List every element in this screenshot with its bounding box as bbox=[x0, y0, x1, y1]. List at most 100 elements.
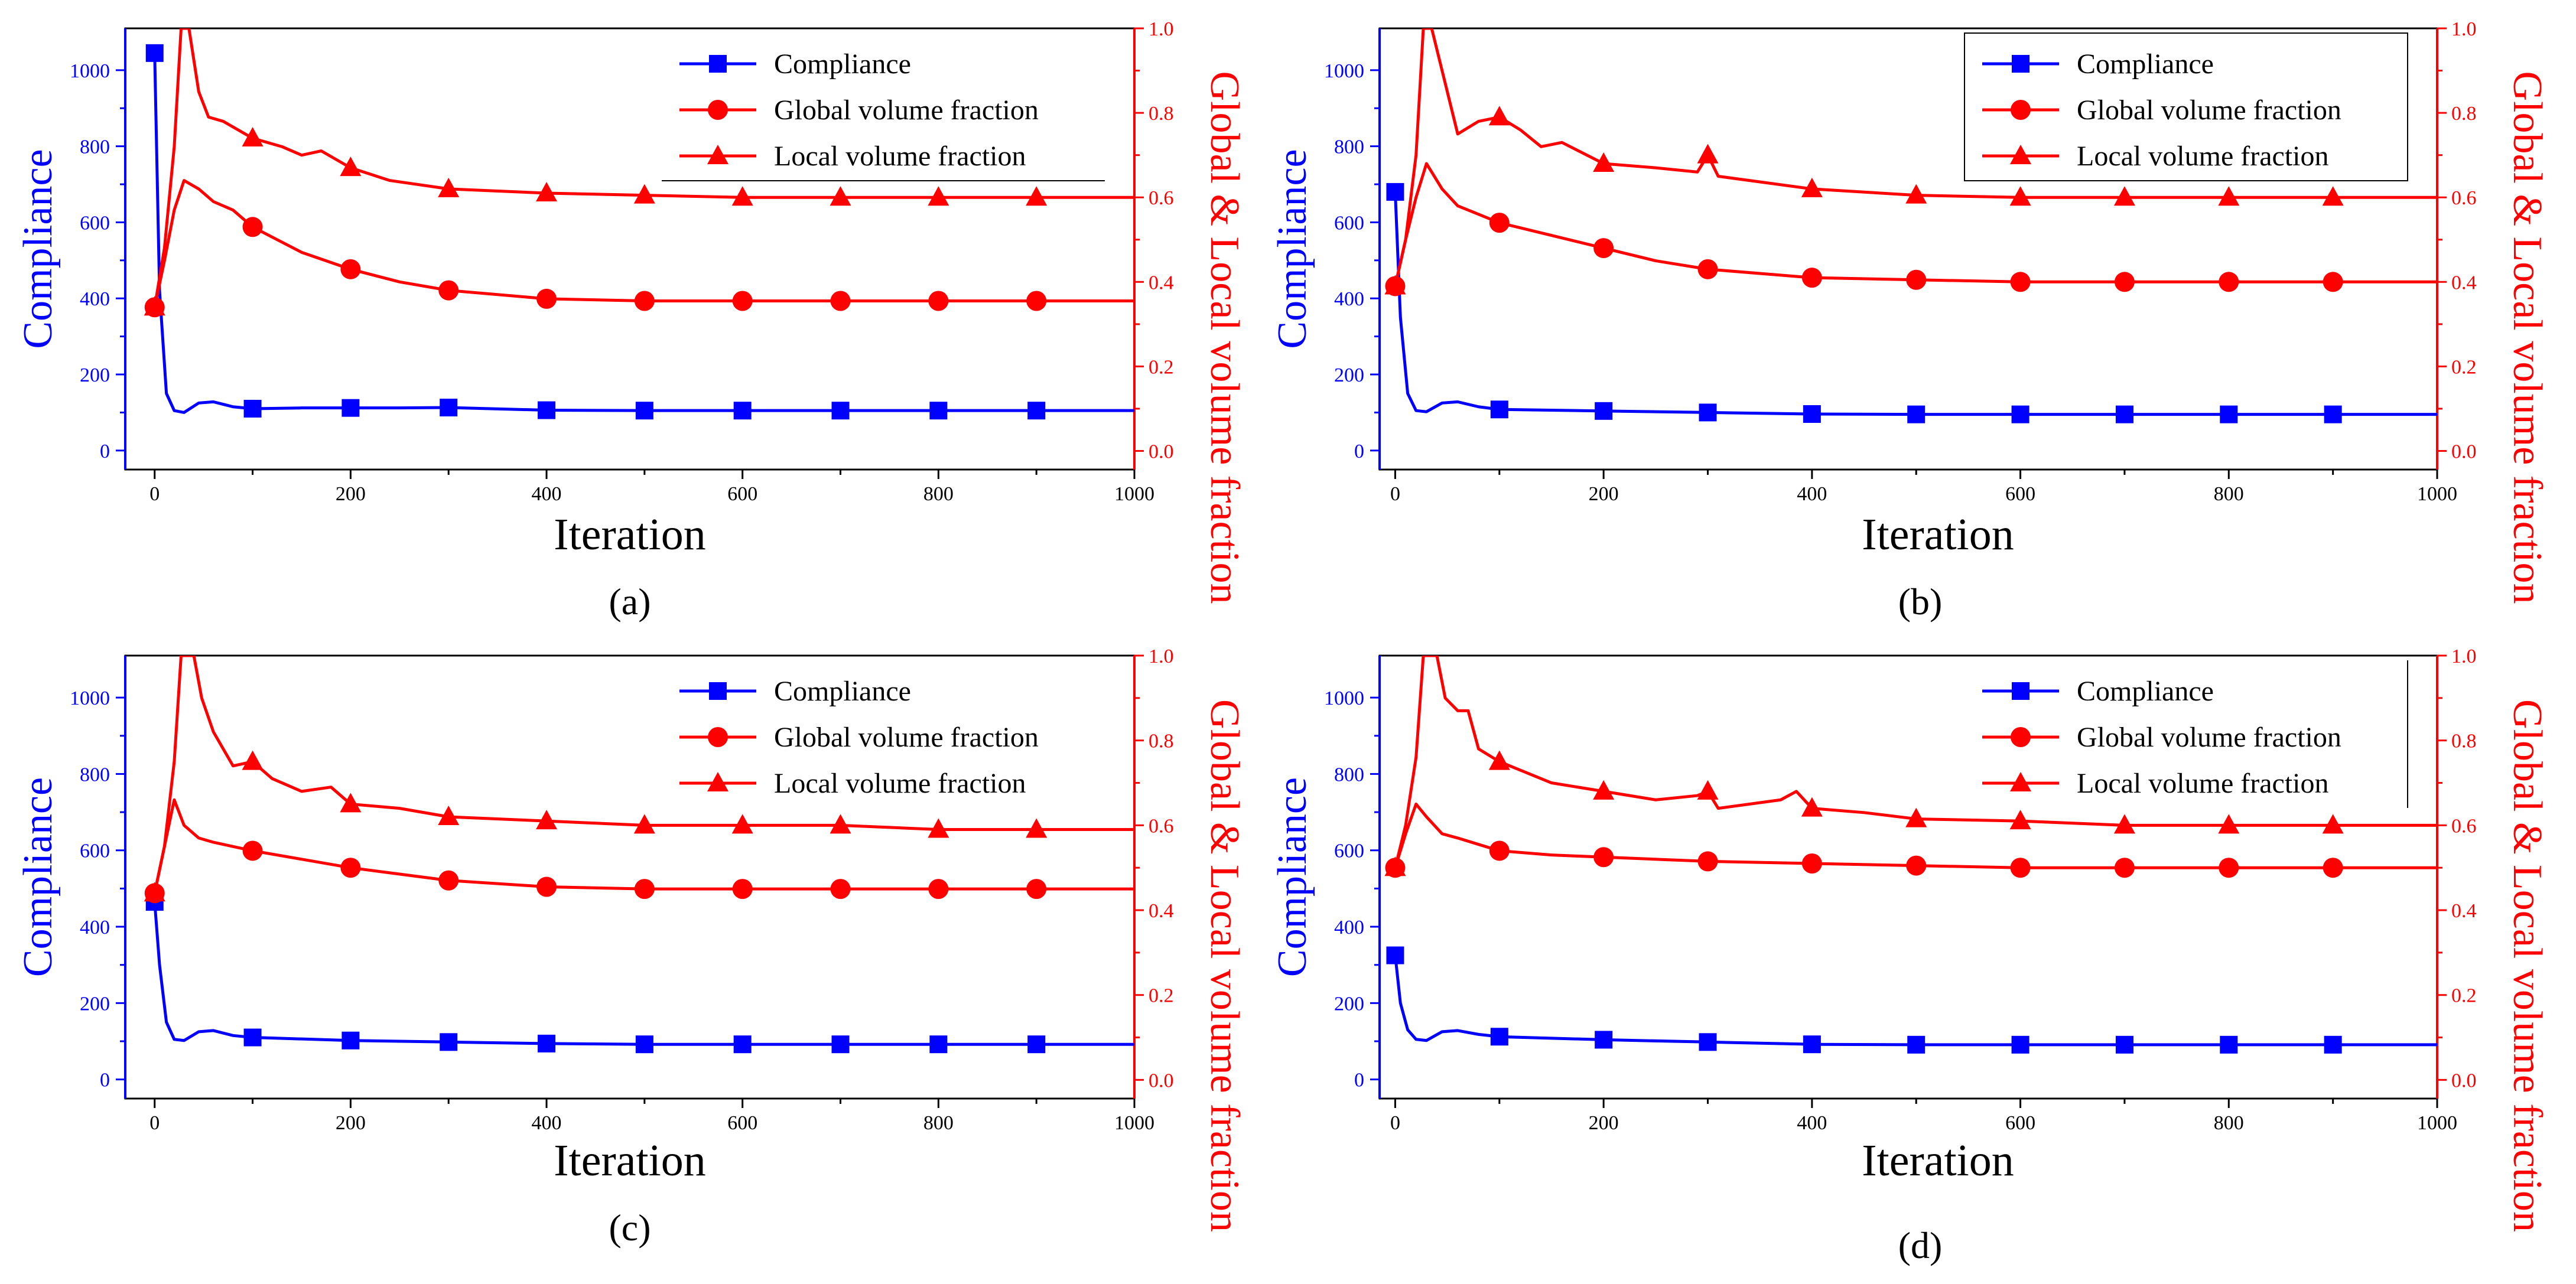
data-point bbox=[2115, 1035, 2133, 1054]
y-left-axis-title: Compliance bbox=[15, 777, 61, 977]
data-point bbox=[340, 259, 361, 279]
legend-marker bbox=[708, 727, 728, 747]
data-point bbox=[1026, 291, 1047, 311]
x-tick-label: 200 bbox=[1589, 1112, 1619, 1134]
data-point bbox=[731, 186, 753, 206]
data-point bbox=[732, 291, 753, 311]
y-right-tick-label: 0.4 bbox=[1149, 272, 1174, 294]
data-point bbox=[1026, 818, 1048, 838]
data-point bbox=[242, 127, 264, 147]
data-point bbox=[733, 402, 752, 420]
x-tick-label: 1000 bbox=[2417, 1112, 2457, 1134]
y-left-axis-title: Compliance bbox=[15, 149, 61, 348]
panel-label: (a) bbox=[609, 581, 650, 623]
series-circle bbox=[144, 798, 1134, 904]
y-left-tick-label: 1000 bbox=[70, 687, 110, 709]
panel-label: (c) bbox=[609, 1207, 650, 1249]
data-point bbox=[2114, 272, 2135, 292]
y-right-tick-label: 0.8 bbox=[2451, 731, 2477, 752]
series-line bbox=[153, 53, 1134, 414]
y-right-tick-label: 0.0 bbox=[2451, 1070, 2477, 1091]
data-point bbox=[2218, 814, 2240, 834]
legend: Compliance Global volume fraction Local vo… bbox=[1964, 32, 2408, 181]
series-square bbox=[1386, 183, 2437, 423]
y-left-tick-label: 400 bbox=[1334, 288, 1364, 310]
data-point bbox=[635, 1035, 653, 1054]
data-point bbox=[2114, 858, 2135, 878]
y-left-tick-label: 600 bbox=[1334, 212, 1364, 234]
data-point bbox=[733, 1035, 752, 1054]
data-point bbox=[1697, 144, 1719, 164]
data-point bbox=[341, 399, 360, 417]
data-point bbox=[1906, 269, 1927, 290]
legend-entry: Local volume fraction bbox=[2077, 768, 2329, 799]
y-left-tick-label: 1000 bbox=[70, 60, 110, 82]
x-axis-title: Iteration bbox=[554, 510, 705, 559]
data-point bbox=[1801, 797, 1823, 817]
legend: Compliance Global volume fraction Local vo… bbox=[1982, 660, 2408, 808]
data-point bbox=[2220, 405, 2238, 423]
x-tick-label: 1000 bbox=[2417, 483, 2457, 505]
x-tick-label: 400 bbox=[1797, 1112, 1827, 1134]
data-point bbox=[242, 217, 263, 237]
x-tick-label: 800 bbox=[2214, 1112, 2244, 1134]
y-left-tick-label: 400 bbox=[1334, 917, 1364, 938]
data-point bbox=[1489, 213, 1510, 233]
data-point bbox=[1907, 405, 1926, 423]
series-circle bbox=[144, 179, 1134, 318]
legend: Compliance Global volume fraction Local vo… bbox=[662, 48, 1105, 181]
data-point bbox=[536, 288, 557, 309]
panel-label: (d) bbox=[1898, 1224, 1943, 1266]
series-square bbox=[1386, 946, 2437, 1054]
data-point bbox=[438, 177, 460, 197]
y-left-tick-label: 800 bbox=[1334, 764, 1364, 786]
data-point bbox=[929, 402, 948, 420]
series-triangle bbox=[144, 28, 1134, 316]
y-left-tick-label: 400 bbox=[80, 288, 110, 310]
legend-entry: Global volume fraction bbox=[774, 722, 1039, 753]
data-point bbox=[2322, 186, 2344, 206]
data-point bbox=[2009, 810, 2031, 830]
x-tick-label: 600 bbox=[727, 1112, 757, 1134]
legend-entry: Local volume fraction bbox=[2077, 141, 2329, 172]
data-point bbox=[634, 879, 655, 900]
y-right-tick-label: 0.8 bbox=[2451, 103, 2477, 125]
x-tick-label: 800 bbox=[2214, 483, 2244, 505]
series-line bbox=[153, 901, 1134, 1046]
series-line bbox=[153, 656, 1134, 894]
y-left-tick-label: 0 bbox=[1354, 1070, 1364, 1091]
series-line bbox=[1393, 955, 2437, 1047]
data-point bbox=[538, 401, 556, 419]
y-left-tick-label: 200 bbox=[80, 364, 110, 386]
y-right-tick-label: 1.0 bbox=[1149, 18, 1174, 40]
data-point bbox=[830, 879, 851, 900]
y-left-tick-label: 200 bbox=[1334, 993, 1364, 1015]
data-point bbox=[928, 879, 949, 900]
data-point bbox=[1593, 780, 1615, 800]
y-left-tick-label: 1000 bbox=[1324, 687, 1364, 709]
data-point bbox=[1595, 402, 1613, 420]
data-point bbox=[1699, 1033, 1717, 1051]
legend-entry: Compliance bbox=[774, 48, 911, 80]
data-point bbox=[1490, 1028, 1508, 1046]
y-right-tick-label: 0.8 bbox=[1149, 731, 1174, 752]
data-point bbox=[830, 814, 851, 834]
x-tick-label: 0 bbox=[1390, 483, 1400, 505]
legend-marker bbox=[2011, 100, 2031, 120]
data-point bbox=[633, 184, 655, 204]
data-point bbox=[1801, 177, 1823, 197]
legend-marker bbox=[2010, 772, 2031, 791]
data-point bbox=[2219, 858, 2239, 878]
chart-panel-c: 0 200 400 600 800 1000 0 200 400 600 800 1000 0.0 0.2… bbox=[15, 646, 1247, 1249]
y-right-tick-label: 0.2 bbox=[1149, 985, 1174, 1007]
y-left-tick-label: 1000 bbox=[1324, 60, 1364, 82]
y-left-tick-label: 200 bbox=[80, 993, 110, 1015]
data-point bbox=[438, 280, 459, 301]
data-point bbox=[2010, 858, 2031, 878]
data-point bbox=[2219, 272, 2239, 292]
data-point bbox=[243, 399, 262, 418]
data-point bbox=[1906, 855, 1927, 876]
legend-marker bbox=[2011, 727, 2031, 747]
y-right-axis-title: Global & Local volume fraction bbox=[1202, 71, 1247, 604]
